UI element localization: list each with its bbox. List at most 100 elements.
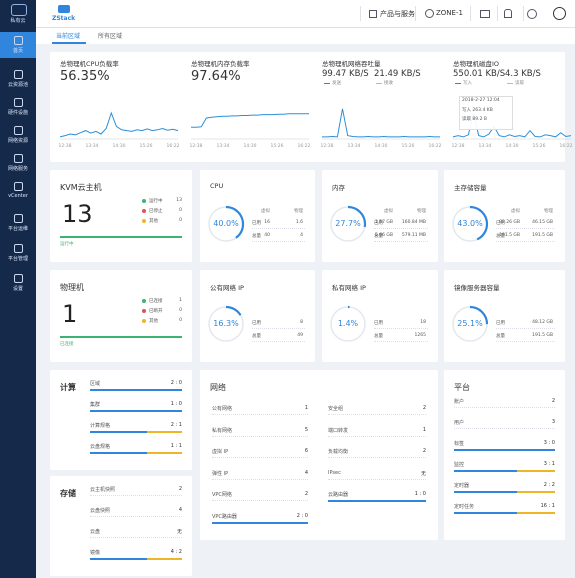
divider	[497, 6, 498, 21]
divider	[523, 6, 524, 21]
item-label: 监控	[454, 462, 465, 468]
legend-count: 0	[179, 218, 182, 223]
row-label: 已用	[374, 221, 383, 226]
item-value: 1 : 1	[170, 443, 182, 449]
gauge-arc	[329, 205, 367, 243]
item-value: 6	[304, 448, 308, 454]
item-value: 4	[178, 507, 182, 513]
legend-label: 已连接	[149, 299, 163, 304]
item-divider	[454, 428, 555, 429]
row-divider	[252, 228, 305, 229]
bell-icon[interactable]	[504, 9, 512, 18]
row-label: 已用	[252, 221, 261, 226]
gauge	[451, 205, 489, 243]
tab[interactable]: 当前区域	[56, 33, 81, 40]
item-label: 账户	[454, 399, 465, 405]
item-bar	[90, 389, 182, 391]
row-divider	[374, 328, 428, 329]
item-label: 云主机快照	[90, 487, 116, 493]
gauge-label: 1.4%	[337, 319, 359, 328]
nav-item[interactable]: 网络服务	[7, 166, 28, 172]
line-chart: 12:38 13:34 14:30 15:26 16:22	[190, 113, 311, 149]
nav-icon	[14, 214, 23, 223]
line-chart: 12:38 13:34 14:30 15:26 16:22	[321, 108, 442, 149]
gauge-panel	[200, 270, 315, 362]
item-label: IPsec	[328, 469, 341, 476]
nav-icon	[14, 98, 23, 107]
tab-bar	[36, 28, 575, 44]
legend-count: 1	[179, 298, 182, 303]
legend-count: 13	[176, 198, 182, 203]
item-value: 4 : 2	[170, 549, 182, 555]
panel-title: 物理机	[60, 283, 84, 292]
x-tick-label: 12:38	[452, 143, 465, 149]
item-value: 1 : 0	[170, 401, 182, 407]
zone[interactable]: ZONE-1	[436, 9, 463, 17]
reading-legend-line	[507, 83, 513, 84]
row-value: 191.5 GB	[532, 333, 553, 338]
item-label: 云盘	[90, 529, 101, 535]
panel-title: CPU	[210, 182, 224, 190]
row-label: 总量	[374, 334, 383, 339]
series-line	[322, 108, 440, 138]
x-tick-label: 14:30	[375, 143, 388, 149]
status-label: 运行中	[60, 242, 74, 247]
legend-count: 0	[179, 208, 182, 213]
count-panel	[50, 270, 192, 362]
monitor-icon[interactable]	[480, 10, 490, 18]
gauge-panel	[444, 170, 565, 262]
reading: 4.3 KB/S	[505, 69, 541, 79]
row-divider	[252, 341, 305, 342]
sidebar	[0, 0, 36, 578]
menu[interactable]: 产品与服务	[380, 10, 415, 18]
item-value: 3 : 1	[543, 461, 555, 467]
status-bar	[60, 236, 182, 238]
divider	[415, 6, 416, 21]
item-divider	[212, 500, 308, 501]
item-label: 端口转发	[328, 427, 349, 434]
x-tick-label: 14:30	[244, 143, 257, 149]
legend-label: 其他	[149, 219, 158, 224]
nav-item[interactable]: 云资源池	[7, 82, 28, 88]
tab[interactable]: 所有区域	[98, 33, 123, 40]
nav-item[interactable]: 设置	[12, 286, 23, 292]
table-header: 物理	[294, 209, 303, 214]
status-bar	[60, 336, 182, 338]
tooltip-line: 写入 263.4 KB	[462, 108, 493, 113]
nav-item[interactable]: 平台管理	[7, 256, 28, 262]
row-value: 579.11 MB	[401, 233, 426, 238]
row-value: 49	[297, 333, 303, 338]
gauge	[329, 305, 367, 343]
nav-item[interactable]: 平台运维	[7, 226, 28, 232]
item-divider	[90, 495, 182, 496]
reading-name: 发送	[332, 81, 341, 86]
item-label: 公有网络	[212, 406, 233, 412]
nav-item[interactable]: 网络资源	[7, 138, 28, 144]
series-line	[191, 113, 309, 128]
reading: 99.47 KB/S	[322, 69, 369, 79]
row-value: 160.84 MB	[401, 220, 426, 225]
x-tick-label: 13:34	[217, 143, 230, 149]
x-tick-label: 14:30	[113, 143, 126, 149]
item-bar-part	[516, 512, 555, 514]
row-label: 总量	[252, 234, 261, 239]
monitor-title: 总物理机内存负载率	[191, 60, 250, 68]
reading-legend-line	[324, 83, 330, 84]
row-value: 18	[420, 320, 426, 325]
panel-title: 主存储容量	[454, 184, 487, 192]
item-value: 1	[304, 405, 308, 411]
panel-title: KVM云主机	[60, 183, 102, 192]
reading-name: 接收	[384, 81, 393, 86]
nav-item[interactable]: 首页	[12, 48, 23, 54]
item-value: 2 : 0	[296, 512, 308, 519]
x-tick-label: 15:26	[533, 143, 546, 149]
nav-item[interactable]: 硬件设施	[7, 110, 28, 116]
item-bar	[212, 521, 308, 524]
gauge-label: 40.0%	[213, 219, 239, 228]
item-divider	[328, 414, 426, 415]
avatar[interactable]	[553, 7, 566, 20]
item-value: 4	[304, 469, 308, 476]
item-value: 2	[422, 405, 426, 411]
help-icon[interactable]	[527, 9, 537, 19]
nav-item[interactable]: vCenter	[8, 193, 28, 199]
